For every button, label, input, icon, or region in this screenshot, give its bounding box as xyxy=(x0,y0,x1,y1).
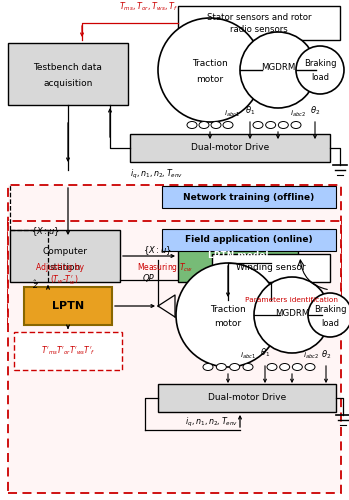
FancyBboxPatch shape xyxy=(8,43,128,105)
Text: Traction: Traction xyxy=(210,304,246,314)
Text: MGDRM: MGDRM xyxy=(261,64,295,72)
Text: MGDRM: MGDRM xyxy=(275,308,309,318)
Text: $i_q, n_1, n_2, T_{env}$: $i_q, n_1, n_2, T_{env}$ xyxy=(185,416,238,428)
Text: $i_q, n_1, n_2, T_{env}$: $i_q, n_1, n_2, T_{env}$ xyxy=(130,168,183,180)
FancyBboxPatch shape xyxy=(24,287,112,325)
Circle shape xyxy=(308,293,349,337)
Text: Dual-motor Drive: Dual-motor Drive xyxy=(191,144,269,152)
Text: Testbench data: Testbench data xyxy=(34,64,103,72)
Text: LPTN: LPTN xyxy=(52,301,84,311)
Circle shape xyxy=(254,277,330,353)
FancyBboxPatch shape xyxy=(212,254,330,282)
FancyBboxPatch shape xyxy=(130,134,330,162)
Ellipse shape xyxy=(199,122,209,128)
Text: Network training (offline): Network training (offline) xyxy=(183,192,315,202)
Text: $\{X:u\}$: $\{X:u\}$ xyxy=(31,226,59,238)
FancyBboxPatch shape xyxy=(8,221,341,493)
Text: Adjusting by: Adjusting by xyxy=(36,264,84,272)
Text: $i_{abc1}$: $i_{abc1}$ xyxy=(224,109,240,119)
Text: QP: QP xyxy=(142,274,154,282)
Circle shape xyxy=(176,263,280,367)
Text: load: load xyxy=(311,74,329,82)
Circle shape xyxy=(296,46,344,94)
Text: Winding sensor: Winding sensor xyxy=(236,264,306,272)
Ellipse shape xyxy=(266,122,276,128)
Ellipse shape xyxy=(216,364,227,370)
Text: $i_{abc2}$: $i_{abc2}$ xyxy=(290,109,306,119)
FancyBboxPatch shape xyxy=(162,229,336,251)
Ellipse shape xyxy=(305,364,315,370)
Text: $\{X:u\}$: $\{X:u\}$ xyxy=(143,244,171,258)
Text: $\theta_1$: $\theta_1$ xyxy=(245,105,255,117)
Ellipse shape xyxy=(279,122,288,128)
Text: $i_{abc1}$: $i_{abc1}$ xyxy=(240,351,256,361)
Text: $\hat{z}$: $\hat{z}$ xyxy=(31,278,38,291)
FancyBboxPatch shape xyxy=(178,6,340,40)
Text: load: load xyxy=(321,318,339,328)
Text: station: station xyxy=(49,262,81,272)
Text: $\theta_2$: $\theta_2$ xyxy=(321,349,331,361)
Text: motor: motor xyxy=(214,320,242,328)
FancyBboxPatch shape xyxy=(10,230,120,282)
Text: LPTN model: LPTN model xyxy=(208,252,268,260)
Text: $i_{abc2}$: $i_{abc2}$ xyxy=(303,351,319,361)
Ellipse shape xyxy=(253,122,263,128)
Ellipse shape xyxy=(187,122,197,128)
Ellipse shape xyxy=(292,364,302,370)
FancyBboxPatch shape xyxy=(8,185,341,325)
Ellipse shape xyxy=(230,364,240,370)
Text: Dual-motor Drive: Dual-motor Drive xyxy=(208,394,286,402)
Text: acquisition: acquisition xyxy=(43,78,93,88)
Text: $T'_{ms}T'_{or}T'_{ws}T'_f$: $T'_{ms}T'_{or}T'_{ws}T'_f$ xyxy=(41,345,95,357)
Text: $T_{ms},T_{or},T_{ws},T_f$: $T_{ms},T_{or},T_{ws},T_f$ xyxy=(119,0,177,13)
Text: Stator sensors and rotor: Stator sensors and rotor xyxy=(207,12,311,22)
Circle shape xyxy=(240,32,316,108)
Ellipse shape xyxy=(291,122,301,128)
Ellipse shape xyxy=(267,364,277,370)
Ellipse shape xyxy=(223,122,233,128)
Text: Measuring $T_{cw}$: Measuring $T_{cw}$ xyxy=(137,262,193,274)
Ellipse shape xyxy=(280,364,290,370)
Text: Computer: Computer xyxy=(43,246,88,256)
Text: $\theta_1$: $\theta_1$ xyxy=(260,347,270,359)
Text: Field application (online): Field application (online) xyxy=(185,236,313,244)
Text: Braking: Braking xyxy=(314,304,346,314)
Ellipse shape xyxy=(203,364,213,370)
Text: $(T_w$-$T^\prime_w)$: $(T_w$-$T^\prime_w)$ xyxy=(50,273,78,287)
Text: radio sensors: radio sensors xyxy=(230,26,288,35)
FancyBboxPatch shape xyxy=(158,384,336,412)
Text: Parameters identification: Parameters identification xyxy=(245,297,338,303)
Text: $\theta_2$: $\theta_2$ xyxy=(310,105,320,117)
FancyBboxPatch shape xyxy=(162,186,336,208)
FancyBboxPatch shape xyxy=(14,332,122,370)
FancyBboxPatch shape xyxy=(178,230,298,282)
Text: Braking: Braking xyxy=(304,60,336,68)
Ellipse shape xyxy=(211,122,221,128)
Text: motor: motor xyxy=(196,74,224,84)
Text: Traction: Traction xyxy=(192,60,228,68)
Circle shape xyxy=(158,18,262,122)
Ellipse shape xyxy=(243,364,253,370)
